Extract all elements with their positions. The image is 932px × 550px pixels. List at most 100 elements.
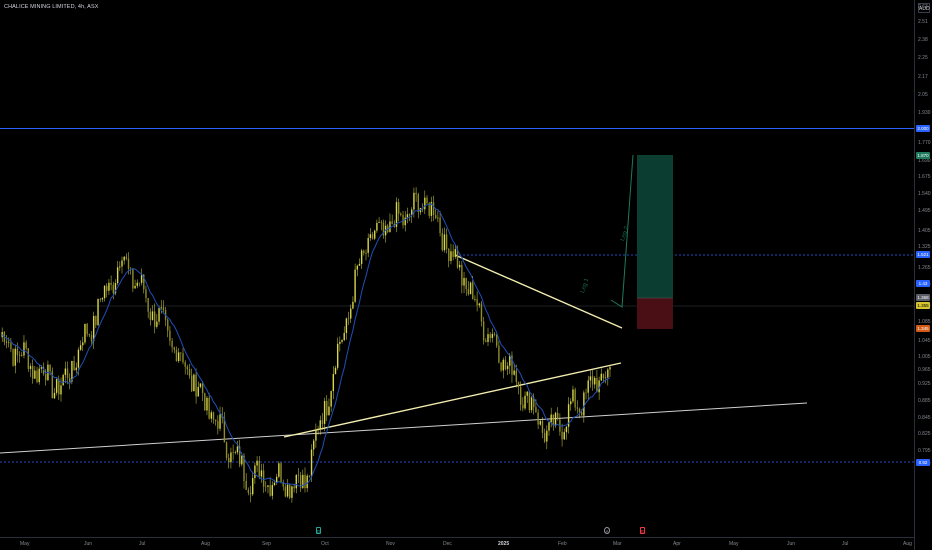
triangle-lower-line[interactable] (283, 362, 622, 438)
candle-body (326, 401, 328, 416)
candle-body (73, 360, 75, 371)
candle-body (541, 420, 544, 433)
candle-body (546, 430, 548, 442)
price-tick: 1.325 (918, 244, 931, 250)
candle-body (136, 282, 138, 286)
candle-body (132, 268, 134, 289)
last-price-label-a: 1.368 (916, 294, 930, 301)
candle-body (594, 377, 596, 385)
price-tick: 1.495 (918, 208, 931, 214)
candle-body (310, 449, 313, 477)
candle-body (306, 475, 308, 489)
candle-body (151, 311, 154, 320)
candle-body (55, 379, 58, 393)
candle-body (391, 221, 393, 224)
candle-body (487, 334, 489, 342)
candle-body (267, 485, 269, 487)
candle-body (217, 421, 219, 429)
candle-body (77, 349, 80, 368)
candle-body (191, 375, 193, 392)
candle-body (230, 452, 232, 463)
candle-body (14, 348, 16, 366)
candle-body (587, 380, 589, 393)
candle-body (454, 249, 457, 257)
price-tick: 2.51 (918, 19, 928, 25)
long-support-line[interactable] (0, 402, 808, 454)
candle-body (158, 308, 160, 322)
currency-button[interactable]: AUD (918, 3, 930, 13)
candle-body (60, 385, 62, 395)
moving-average-line (1, 203, 611, 488)
candle-body (567, 404, 570, 427)
candle-body (445, 234, 448, 249)
candle-body (430, 202, 433, 216)
candle-body (175, 349, 178, 361)
candle-body (609, 367, 611, 370)
blue-level2-price-label: 1.43 (916, 280, 930, 287)
candle-body (280, 463, 282, 483)
candle-body (204, 392, 206, 411)
time-tick: Oct (321, 541, 329, 547)
candle-body (380, 221, 382, 223)
candle-body (289, 484, 291, 498)
candle-body (225, 442, 228, 458)
candle-body (563, 432, 565, 440)
candle-body (278, 463, 280, 477)
candle-body (51, 371, 53, 399)
stop-zone[interactable] (637, 298, 673, 329)
candle-body (262, 470, 265, 487)
candle-body (249, 492, 252, 495)
candle-body (596, 377, 598, 393)
candle-body (260, 470, 263, 477)
time-tick: May (729, 541, 739, 547)
candle-body (469, 282, 472, 295)
candle-body (511, 355, 513, 375)
candle-body (304, 474, 306, 489)
candle-body (245, 481, 247, 491)
candle-body (400, 213, 402, 215)
candle-body (323, 401, 326, 424)
candle-body (36, 370, 38, 383)
candle-body (236, 446, 239, 453)
earnings-marker[interactable]: E (640, 527, 645, 534)
candle-body (347, 318, 350, 320)
candle-body (302, 474, 304, 488)
target-zone[interactable] (637, 155, 673, 298)
candle-body (539, 420, 541, 425)
candle-body (504, 359, 507, 370)
candle-body (269, 485, 271, 496)
alert-marker[interactable]: A (604, 527, 610, 534)
candle-body (519, 387, 522, 405)
candle-body (509, 355, 511, 366)
time-tick: Nov (386, 541, 395, 547)
candle-body (537, 412, 539, 425)
candle-body (99, 299, 101, 300)
candlestick-series (1, 187, 611, 503)
candle-body (402, 214, 404, 226)
time-tick: Dec (443, 541, 452, 547)
price-tick: 2.38 (918, 37, 928, 43)
candle-body (315, 429, 317, 441)
candle-body (500, 362, 502, 371)
candle-body (602, 373, 605, 379)
candle-body (92, 316, 95, 342)
dividend-marker[interactable]: D (316, 527, 321, 534)
time-tick: May (20, 541, 30, 547)
candle-body (145, 289, 147, 299)
candle-body (589, 376, 592, 381)
price-tick: 0.925 (918, 381, 931, 387)
price-tick: 1.265 (918, 265, 931, 271)
candle-body (291, 486, 293, 498)
projection-path[interactable] (610, 154, 634, 308)
candle-body (188, 369, 191, 376)
time-tick: Mar (613, 541, 622, 547)
candle-body (598, 380, 600, 393)
candle-body (40, 367, 43, 369)
candle-body (149, 311, 152, 320)
triangle-upper-line[interactable] (454, 254, 623, 329)
candle-body (371, 234, 374, 239)
candle-body (328, 406, 330, 416)
candle-body (452, 251, 454, 257)
candle-body (458, 264, 461, 268)
